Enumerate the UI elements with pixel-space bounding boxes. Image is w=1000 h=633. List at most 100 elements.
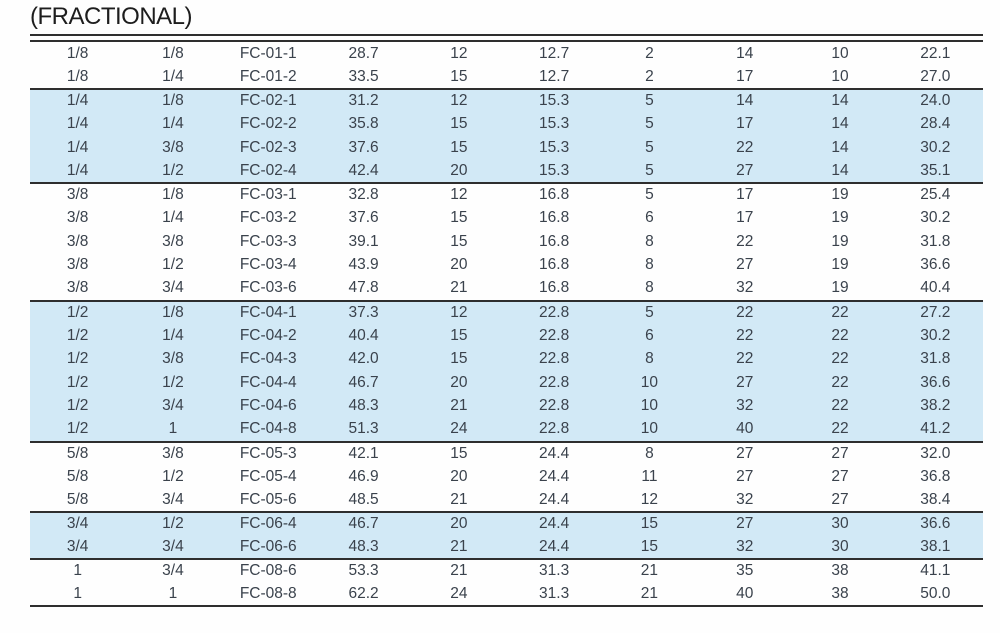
table-cell: 31.2 xyxy=(348,92,379,110)
table-cell: 3/4 xyxy=(162,279,184,297)
table-group: 3/4 1/2 FC-06-4 46.7 20 24.4 15 27 30 36.6 3/4 3/4 F… xyxy=(30,512,983,559)
table-cell: 17 xyxy=(736,67,754,85)
table-cell: 1/8 xyxy=(66,44,89,62)
table-cell: 19 xyxy=(831,256,849,274)
table-cell: 21 xyxy=(450,537,468,555)
table-cell: 37.6 xyxy=(348,209,379,227)
table-cell: 1/8 xyxy=(162,186,184,204)
table-cell: 5 xyxy=(645,303,654,321)
table-cell: 24.4 xyxy=(539,515,570,533)
table-cell: 27 xyxy=(831,490,849,508)
model-cell: FC-01-2 xyxy=(239,67,297,85)
table-cell: 2 xyxy=(645,44,654,62)
model-cell: FC-03-4 xyxy=(239,256,297,274)
model-cell: FC-08-6 xyxy=(239,562,297,580)
table-cell: 22 xyxy=(831,303,849,321)
table-cell: 24 xyxy=(450,584,468,602)
table-cell: 20 xyxy=(450,373,468,391)
table-cell: 3/4 xyxy=(66,515,89,533)
table-cell: 47.8 xyxy=(348,279,379,297)
table-cell: 36.8 xyxy=(920,467,951,485)
table-row: 3/8 1/8 FC-03-1 32.8 12 16.8 5 17 19 25.4 xyxy=(30,183,983,207)
table-cell: 1/2 xyxy=(162,161,184,179)
model-cell: FC-02-1 xyxy=(239,92,297,110)
table-cell: 25.4 xyxy=(920,186,951,204)
table-cell: 12 xyxy=(450,44,468,62)
table-cell: 24 xyxy=(450,420,468,438)
table-cell: 30 xyxy=(831,515,849,533)
table-cell: 1/8 xyxy=(162,303,184,321)
table-cell: 1/8 xyxy=(162,44,184,62)
table-cell: 27 xyxy=(736,256,754,274)
model-cell: FC-05-3 xyxy=(239,444,297,462)
table-cell: 3/8 xyxy=(66,186,89,204)
table-cell: 15 xyxy=(450,232,468,250)
table-group: 1/8 1/8 FC-01-1 28.7 12 12.7 2 14 10 22.1 1/8 1/4 FC… xyxy=(30,42,983,89)
table-cell: 1/4 xyxy=(66,92,89,110)
table-cell: 12 xyxy=(450,92,468,110)
table-cell: 22.8 xyxy=(539,397,570,415)
table-cell: 5 xyxy=(645,186,654,204)
model-cell: FC-02-4 xyxy=(239,161,297,179)
table-cell: 30 xyxy=(831,537,849,555)
table-cell: 3/4 xyxy=(162,537,184,555)
table-row: 3/4 3/4 FC-06-6 48.3 21 24.4 15 32 30 38.1 xyxy=(30,536,983,560)
model-cell: FC-02-3 xyxy=(239,138,297,156)
table-cell: 10 xyxy=(831,67,849,85)
table-cell: 21 xyxy=(640,562,659,580)
table-cell: 24.0 xyxy=(920,92,951,110)
table-cell: 1/2 xyxy=(66,397,89,415)
table-cell: 22 xyxy=(736,232,754,250)
model-cell: FC-03-1 xyxy=(239,186,297,204)
model-cell: FC-08-8 xyxy=(239,584,297,602)
table-cell: 37.6 xyxy=(348,138,379,156)
table-cell: 15 xyxy=(450,209,468,227)
table-cell: 14 xyxy=(831,115,849,133)
table-cell: 31.8 xyxy=(920,232,951,250)
table-cell: 15.3 xyxy=(539,138,570,156)
table-cell: 62.2 xyxy=(348,584,379,602)
table-cell: 21 xyxy=(640,584,659,602)
table-cell: 3/4 xyxy=(162,397,184,415)
table-cell: 14 xyxy=(736,44,754,62)
table-cell: 5 xyxy=(645,138,654,156)
table-cell: 1/8 xyxy=(162,92,184,110)
table-cell: 41.1 xyxy=(920,562,951,580)
table-cell: 1/8 xyxy=(66,67,89,85)
table-cell: 27.2 xyxy=(920,303,951,321)
table-group: 1/4 1/8 FC-02-1 31.2 12 15.3 5 14 14 24.0 1/4 1/4 FC… xyxy=(30,89,983,183)
table-row: 1/2 3/8 FC-04-3 42.0 15 22.8 8 22 22 31.8 xyxy=(30,348,983,372)
table-cell: 14 xyxy=(831,138,849,156)
table-cell: 1 xyxy=(73,584,82,602)
table-cell: 15 xyxy=(450,350,468,368)
table-cell: 22 xyxy=(736,303,754,321)
table-cell: 38.4 xyxy=(920,490,951,508)
table-cell: 16.8 xyxy=(539,186,570,204)
model-cell: FC-06-6 xyxy=(239,537,297,555)
table-row: 1/8 1/4 FC-01-2 33.5 15 12.7 2 17 10 27.0 xyxy=(30,66,983,90)
table-group: 1 3/4 FC-08-6 53.3 21 31.3 21 35 38 41.1 1 1 FC-08-8… xyxy=(30,559,983,606)
table-cell: 21 xyxy=(450,279,468,297)
table-cell: 22 xyxy=(736,326,754,344)
table-cell: 3/8 xyxy=(66,279,89,297)
table-cell: 27.0 xyxy=(920,67,951,85)
table-cell: 20 xyxy=(450,161,468,179)
table-cell: 31.3 xyxy=(539,584,570,602)
table-cell: 15.3 xyxy=(539,161,570,179)
table-cell: 28.7 xyxy=(348,44,379,62)
table-cell: 1/2 xyxy=(66,326,89,344)
table-cell: 24.4 xyxy=(539,490,570,508)
model-cell: FC-04-8 xyxy=(239,420,297,438)
table-cell: 22.1 xyxy=(920,44,951,62)
table-cell: 35 xyxy=(736,562,754,580)
table-cell: 42.4 xyxy=(348,161,379,179)
table-cell: 11 xyxy=(641,467,658,485)
table-cell: 3/8 xyxy=(66,256,89,274)
table-cell: 14 xyxy=(831,92,849,110)
table-cell: 17 xyxy=(736,186,754,204)
table-cell: 24.4 xyxy=(539,537,570,555)
table-cell: 1/4 xyxy=(162,67,184,85)
table-row: 3/8 3/4 FC-03-6 47.8 21 16.8 8 32 19 40.4 xyxy=(30,277,983,301)
table-cell: 46.7 xyxy=(348,373,379,391)
table-cell: 40 xyxy=(736,420,754,438)
